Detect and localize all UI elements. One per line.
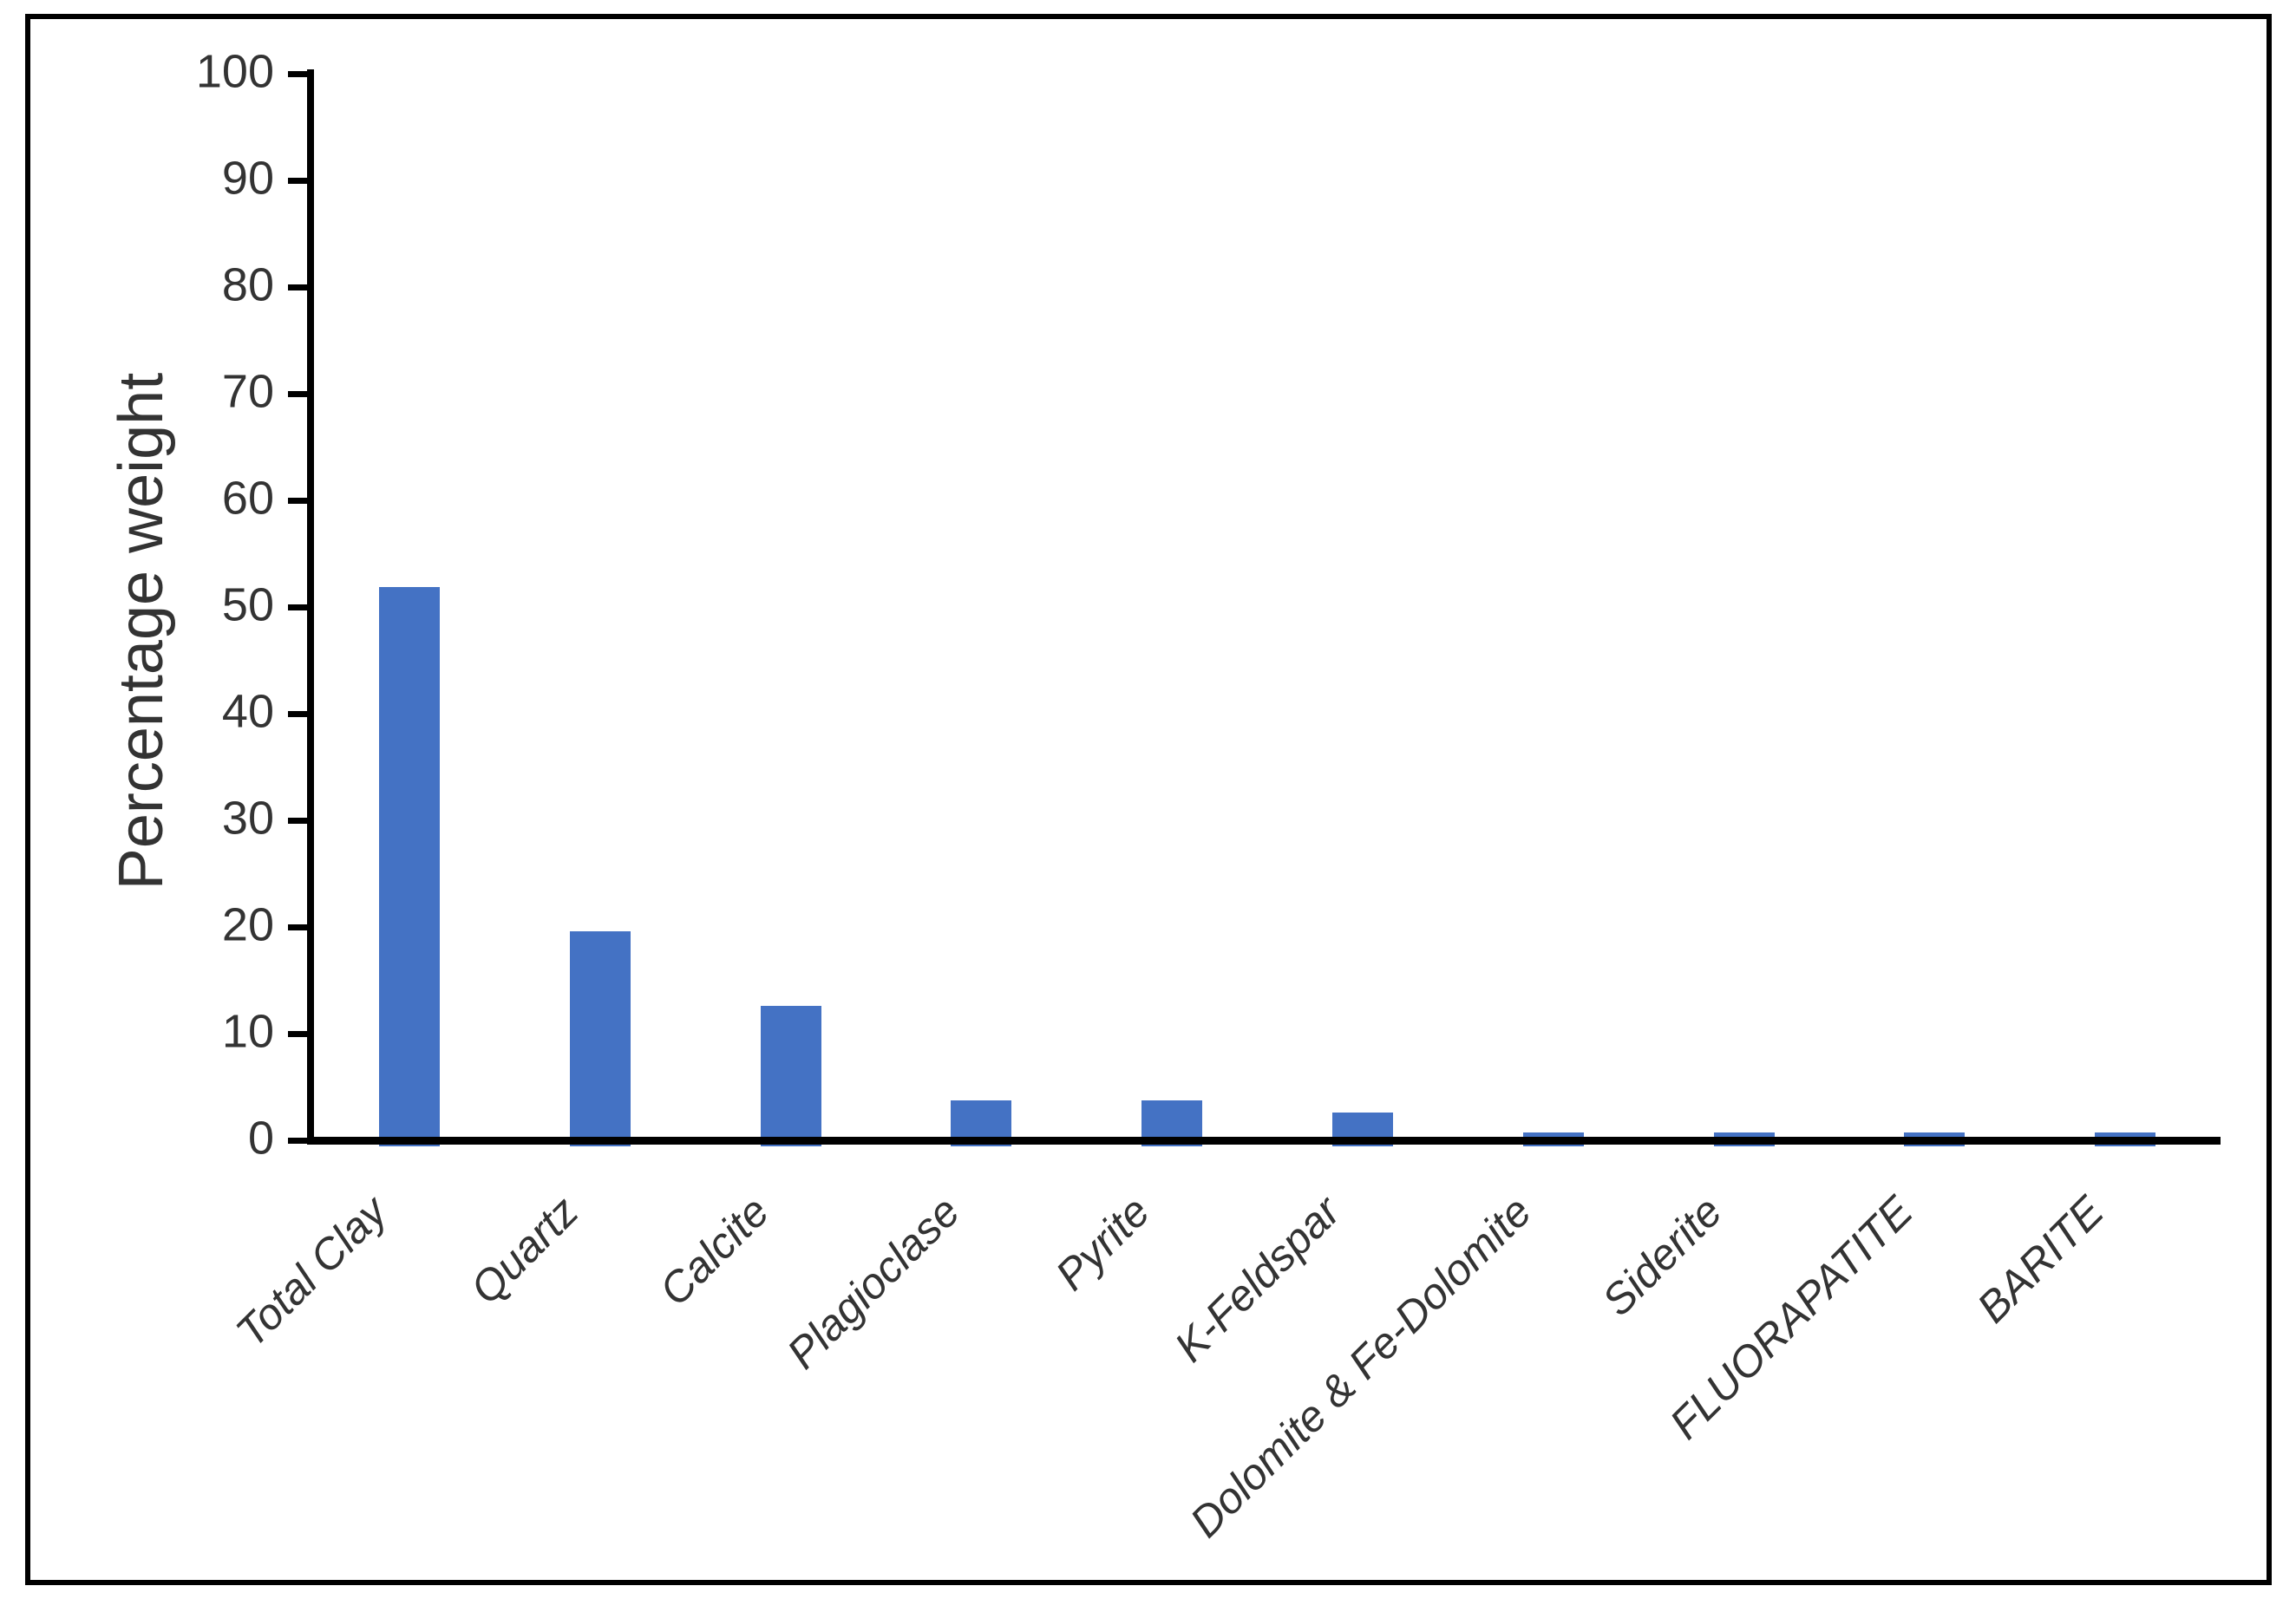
y-tick-label-100: 100 xyxy=(195,45,274,98)
y-tick-mark-0 xyxy=(288,1137,314,1144)
y-tick-label-30: 30 xyxy=(221,792,274,845)
y-tick-mark-50 xyxy=(288,604,314,610)
bar-quartz xyxy=(569,930,631,1146)
chart-border xyxy=(25,14,2272,1585)
y-tick-label-50: 50 xyxy=(221,578,274,631)
y-tick-label-40: 40 xyxy=(221,685,274,738)
y-tick-mark-40 xyxy=(288,710,314,717)
y-tick-label-60: 60 xyxy=(221,472,274,525)
y-tick-label-70: 70 xyxy=(221,365,274,418)
bar-total-clay xyxy=(378,586,440,1146)
y-tick-label-10: 10 xyxy=(221,1005,274,1058)
y-tick-mark-20 xyxy=(288,923,314,930)
y-tick-label-90: 90 xyxy=(221,152,274,205)
y-tick-mark-90 xyxy=(288,177,314,184)
x-axis-line xyxy=(307,1137,2221,1145)
y-tick-mark-100 xyxy=(288,70,314,77)
y-tick-mark-70 xyxy=(288,390,314,397)
y-tick-mark-60 xyxy=(288,497,314,504)
y-tick-label-0: 0 xyxy=(247,1112,274,1165)
y-tick-mark-10 xyxy=(288,1030,314,1037)
y-tick-mark-80 xyxy=(288,284,314,290)
y-tick-label-20: 20 xyxy=(221,898,274,951)
y-tick-mark-30 xyxy=(288,817,314,824)
bar-calcite xyxy=(760,1006,821,1146)
y-tick-label-80: 80 xyxy=(221,258,274,311)
y-axis-title: Percentage weight xyxy=(107,372,176,891)
